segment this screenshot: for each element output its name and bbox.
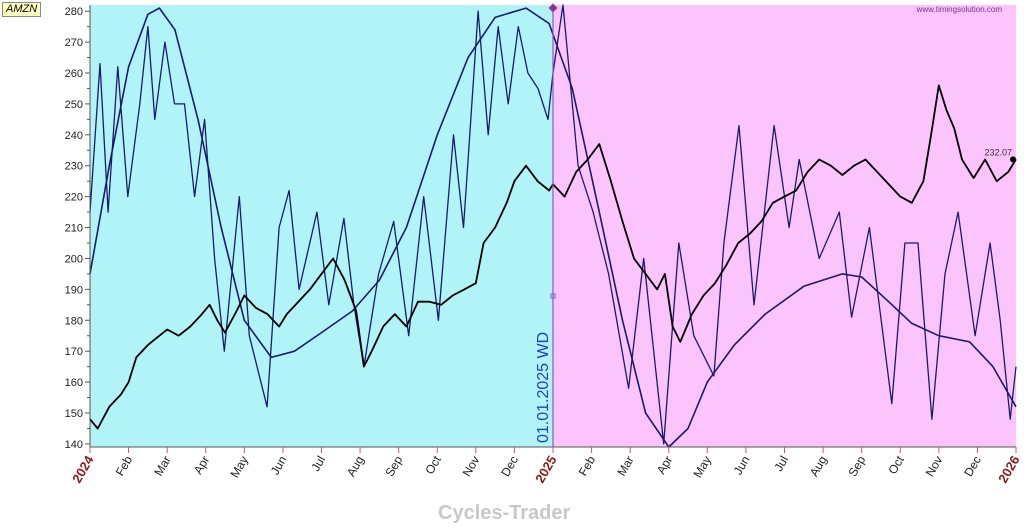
- x-tick-label: Feb: [113, 453, 136, 478]
- x-tick-label: Oct: [885, 453, 907, 477]
- x-tick-label: Nov: [923, 454, 946, 479]
- divider-label: 01.01.2025 WD: [535, 332, 552, 443]
- x-tick-label: Sep: [382, 453, 405, 479]
- x-tick-label: 2026: [995, 453, 1022, 486]
- price-line: [89, 84, 1017, 430]
- y-tick-label: 170: [65, 346, 83, 358]
- x-tick-label: Nov: [460, 454, 483, 479]
- x-tick-label: Jun: [731, 454, 753, 478]
- x-tick-label: Aug: [344, 454, 367, 479]
- x-tick-label: Apr: [654, 454, 675, 477]
- y-tick-label: 250: [65, 99, 83, 111]
- watermark: www.timingsolution.com: [916, 5, 1003, 14]
- x-tick-label: 2025: [532, 453, 559, 486]
- x-tick-label: Jul: [771, 454, 791, 474]
- brand-label: Cycles-Trader: [438, 502, 571, 524]
- x-tick-label: Feb: [576, 453, 599, 478]
- x-tick-label: Dec: [498, 454, 521, 479]
- x-tick-label: 2024: [69, 452, 97, 485]
- y-tick-label: 140: [65, 439, 83, 451]
- y-tick-label: 180: [65, 315, 83, 327]
- y-tick-label: 220: [65, 192, 83, 204]
- x-tick-label: Apr: [191, 454, 212, 477]
- y-tick-label: 160: [65, 377, 83, 389]
- y-tick-label: 280: [65, 6, 83, 18]
- y-tick-label: 230: [65, 161, 83, 173]
- x-tick-label: May: [690, 454, 713, 481]
- x-tick-label: Mar: [614, 454, 636, 479]
- y-tick-label: 270: [65, 37, 83, 49]
- x-tick-label: Aug: [807, 454, 830, 479]
- x-tick-label: Mar: [151, 454, 173, 479]
- y-tick-label: 260: [65, 68, 83, 80]
- divider-marker-icon[interactable]: [548, 3, 558, 13]
- x-tick-label: Jul: [308, 454, 328, 474]
- x-tick-label: Sep: [845, 453, 868, 479]
- past-region: [90, 5, 553, 447]
- x-tick-label: Oct: [422, 453, 444, 477]
- x-tick-label: Jun: [268, 454, 290, 478]
- last-price-dot: [1010, 156, 1016, 163]
- y-tick-label: 240: [65, 130, 83, 142]
- fast-cycle-line: [89, 4, 1017, 445]
- last-price-label: 232.07: [984, 147, 1012, 157]
- x-tick-label: Dec: [961, 454, 984, 479]
- future-region: [553, 5, 1016, 447]
- divider-handle[interactable]: [550, 293, 556, 299]
- y-tick-label: 200: [65, 253, 83, 265]
- y-tick-label: 150: [65, 408, 83, 420]
- ticker-badge: AMZN: [2, 2, 42, 17]
- y-tick-label: 190: [65, 284, 83, 296]
- y-tick-label: 210: [65, 223, 83, 235]
- x-tick-label: May: [227, 454, 250, 481]
